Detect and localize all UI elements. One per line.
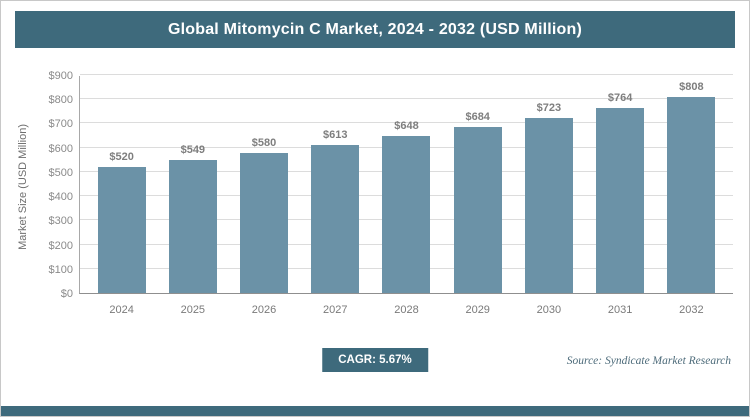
- bar: [382, 136, 431, 293]
- y-tick-label: $600: [48, 142, 73, 155]
- y-tick-label: $300: [48, 215, 73, 228]
- x-tick-label: 2029: [465, 304, 490, 316]
- bar-group: $684 2029: [452, 76, 504, 316]
- y-axis-label: Market Size (USD Million): [17, 124, 29, 250]
- gridline: [80, 122, 733, 124]
- plot-wrap: $520 2024 $549 2025 $580 2026 $613 2027 $648 2028…: [33, 70, 733, 324]
- gridline: [80, 98, 733, 100]
- bar-group: $808 2032: [665, 76, 717, 316]
- bars: $520 2024 $549 2025 $580 2026 $613 2027 $648 2028…: [80, 76, 733, 316]
- bar-value-label: $808: [679, 81, 704, 94]
- plot-area: $520 2024 $549 2025 $580 2026 $613 2027 $648 2028…: [49, 70, 733, 316]
- bar: [453, 127, 502, 293]
- bar: [667, 97, 716, 293]
- x-tick-label: 2024: [109, 304, 134, 316]
- y-tick-label: $200: [48, 239, 73, 252]
- chart-title-bar: Global Mitomycin C Market, 2024 - 2032 (…: [15, 11, 735, 48]
- y-axis-label-column: Market Size (USD Million): [13, 76, 33, 324]
- x-tick-label: 2032: [679, 304, 704, 316]
- source-text: Source: Syndicate Market Research: [566, 355, 731, 367]
- bar-value-label: $549: [180, 144, 206, 157]
- y-tick-label: $500: [48, 166, 73, 179]
- bar-value-label: $613: [323, 128, 348, 141]
- x-tick-label: 2025: [180, 304, 206, 316]
- bar-group: $723 2030: [523, 76, 575, 316]
- x-tick-label: 2031: [607, 304, 633, 316]
- y-tick-label: $900: [48, 70, 73, 82]
- y-tick-label: $100: [48, 263, 73, 276]
- x-tick-label: 2027: [323, 304, 348, 316]
- bar-value-label: $764: [607, 91, 633, 104]
- bar-value-label: $723: [536, 101, 562, 114]
- bar-value-label: $684: [465, 111, 490, 124]
- cagr-badge: CAGR: 5.67%: [322, 348, 428, 372]
- y-tick-label: $0: [60, 288, 73, 300]
- bar: [596, 107, 645, 293]
- bar: [240, 152, 289, 293]
- bar: [311, 144, 360, 293]
- chart-section: Market Size (USD Million) $520 2024 $549 20…: [13, 70, 733, 324]
- bar-value-label: $520: [109, 151, 134, 164]
- bar-group: $549 2025: [167, 76, 219, 316]
- bar-value-label: $580: [251, 136, 277, 149]
- chart-title: Global Mitomycin C Market, 2024 - 2032 (…: [167, 20, 583, 38]
- bar-group: $520 2024: [96, 76, 148, 316]
- x-tick-label: 2028: [394, 304, 419, 316]
- gridline: [80, 74, 733, 75]
- bar: [168, 160, 217, 293]
- y-tick-label: $700: [48, 118, 73, 131]
- bar-value-label: $648: [394, 120, 419, 133]
- bar-group: $613 2027: [309, 76, 361, 316]
- bar: [97, 167, 146, 293]
- x-tick-label: 2030: [536, 304, 562, 316]
- x-tick-label: 2026: [251, 304, 277, 316]
- y-tick-label: $400: [48, 191, 73, 204]
- bar: [524, 117, 573, 293]
- bar-group: $648 2028: [380, 76, 432, 316]
- chart-footer: CAGR: 5.67% Source: Syndicate Market Res…: [1, 348, 749, 378]
- bar-group: $580 2026: [238, 76, 290, 316]
- bottom-accent-strip: [1, 406, 749, 416]
- bar-group: $764 2031: [594, 76, 646, 316]
- y-tick-label: $800: [48, 94, 73, 107]
